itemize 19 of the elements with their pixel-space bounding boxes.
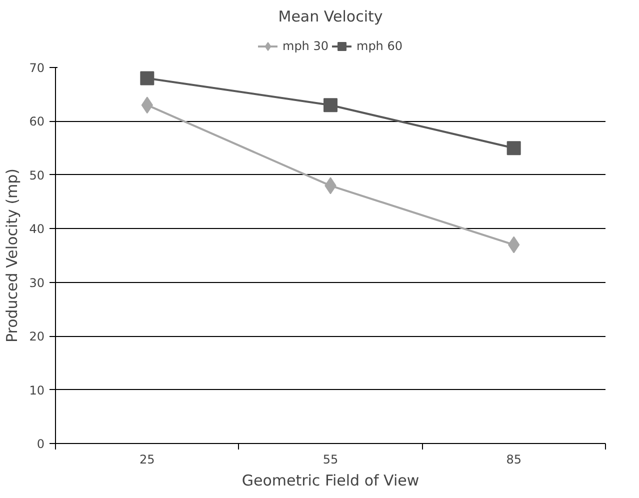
x-axis-title: Geometric Field of View [242,472,420,490]
y-tick-label: 30 [29,276,45,290]
x-tick-label: 25 [140,452,155,466]
y-tick-label: 60 [29,114,45,129]
y-axis-title: Produced Velocity (mp) [3,168,22,343]
y-tick-label: 40 [29,222,45,236]
x-tick-label: 85 [506,452,522,466]
y-tick-label: 20 [29,330,45,344]
y-tick-label: 10 [29,383,45,398]
point [140,71,154,86]
point [506,141,521,156]
legend-label: mph 30 [282,39,328,53]
y-tick-label: 0 [36,437,45,451]
y-tick-label: 70 [29,61,45,75]
legend-label: mph 60 [356,39,402,53]
chart-title: Mean Velocity [278,8,383,26]
y-tick-label: 50 [29,168,45,182]
point [324,98,338,112]
x-tick-label: 55 [322,452,338,466]
